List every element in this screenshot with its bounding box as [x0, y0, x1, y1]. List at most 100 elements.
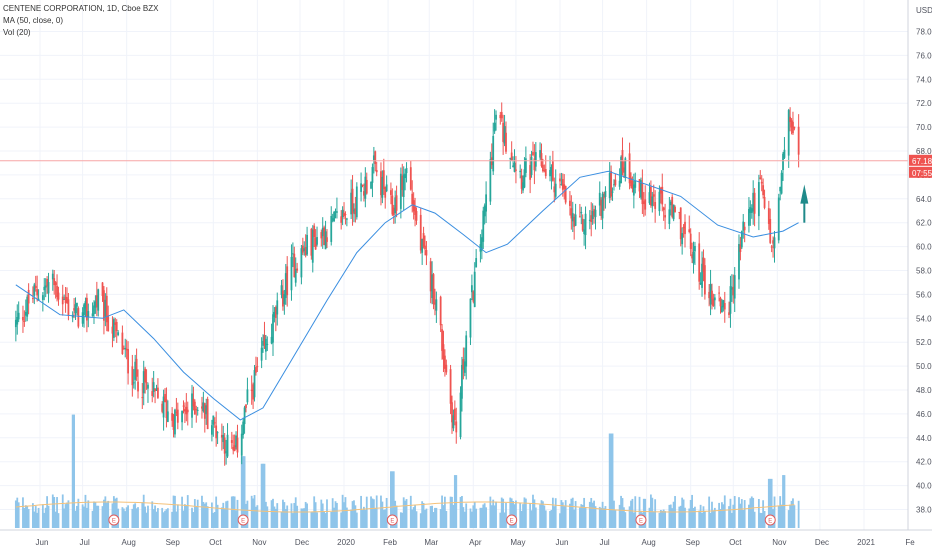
candle-body	[668, 209, 671, 224]
volume-bar	[682, 499, 685, 528]
candle-body	[351, 188, 354, 214]
volume-bar	[405, 499, 408, 528]
candle-body	[752, 192, 755, 212]
candle-body	[282, 290, 284, 307]
volume-bar	[104, 496, 107, 528]
candle-body	[472, 291, 475, 302]
volume-bar	[409, 495, 412, 528]
volume-bar	[505, 502, 507, 528]
volume-bar	[172, 495, 175, 528]
volume-bar	[739, 503, 742, 528]
volume-bar	[273, 506, 276, 528]
volume-bar	[34, 506, 37, 528]
volume-bar	[425, 508, 428, 528]
volume-bar	[182, 510, 185, 528]
candle-body	[544, 169, 547, 176]
volume-bar	[782, 475, 784, 528]
candle-body	[689, 233, 692, 249]
candle-body	[256, 366, 259, 368]
volume-bar	[492, 499, 495, 528]
candle-body	[441, 329, 443, 351]
candle-body	[105, 295, 108, 323]
candle-body	[770, 246, 773, 248]
volume-bar	[284, 509, 287, 528]
candle-body	[492, 135, 495, 172]
volume-bar	[787, 510, 790, 528]
volume-bar	[519, 502, 522, 528]
volume-bar	[355, 512, 358, 528]
volume-bar	[472, 505, 475, 528]
volume-bar	[223, 509, 226, 528]
volume-bar	[730, 512, 733, 528]
candle-body	[81, 312, 84, 324]
volume-bar	[304, 501, 307, 528]
volume-bar	[112, 496, 115, 528]
volume-bar	[83, 506, 85, 528]
candle-body	[610, 171, 613, 197]
volume-bar	[728, 506, 730, 528]
volume-bar	[702, 506, 705, 528]
earnings-marker-label: E	[639, 519, 643, 525]
candle-body	[694, 245, 696, 252]
candle-body	[649, 186, 652, 206]
volume-bar	[748, 504, 750, 528]
candle-body	[155, 388, 158, 390]
volume-bar	[286, 505, 289, 528]
volume-bar	[291, 513, 294, 528]
volume-bar	[631, 498, 634, 528]
volume-bar	[688, 508, 691, 528]
volume-bar	[520, 510, 523, 528]
volume-bar	[192, 512, 195, 528]
volume-bar	[87, 500, 90, 528]
volume-bar	[797, 500, 800, 528]
volume-bar	[564, 500, 567, 528]
candle-body	[773, 237, 776, 249]
volume-bar	[711, 501, 713, 528]
candle-body	[661, 186, 664, 205]
volume-bar	[31, 503, 34, 528]
volume-bar	[316, 512, 318, 528]
volume-bar	[344, 497, 347, 528]
volume-bar	[763, 511, 766, 528]
candle-body	[753, 192, 756, 214]
earnings-marker	[635, 514, 647, 526]
candle-body	[276, 300, 279, 315]
volume-bar	[195, 506, 198, 528]
volume-bar	[260, 463, 263, 528]
volume-bar	[141, 502, 144, 528]
volume-bar	[51, 494, 54, 528]
time-tick-label: Fe	[905, 538, 915, 547]
volume-bar	[293, 502, 296, 528]
volume-bar	[543, 505, 546, 528]
candle-body	[334, 211, 337, 213]
candle-body	[782, 153, 784, 171]
volume-bar	[215, 496, 218, 528]
candle-body	[95, 295, 98, 308]
candle-body	[712, 298, 715, 306]
volume-bar	[253, 495, 256, 528]
price-tick-label: 42.00	[916, 458, 932, 467]
volume-bar	[401, 512, 404, 528]
candle-body	[634, 180, 637, 188]
candle-body	[739, 244, 742, 253]
time-tick-label: Dec	[815, 538, 829, 547]
candle-body	[97, 289, 100, 311]
volume-bar	[266, 506, 269, 528]
candle-body	[520, 175, 523, 189]
volume-bar	[591, 502, 594, 528]
volume-bar	[749, 498, 752, 528]
volume-bar	[759, 512, 762, 528]
candle-body	[574, 214, 577, 226]
price-tick-label: 56.00	[916, 290, 932, 299]
candle-body	[783, 149, 786, 158]
volume-bar	[61, 494, 64, 528]
volume-bar	[246, 500, 249, 528]
volume-bar	[503, 512, 506, 528]
volume-bar	[125, 507, 128, 528]
volume-bar	[628, 506, 631, 528]
volume-bar	[542, 501, 544, 528]
volume-bar	[103, 499, 105, 528]
candle-body	[333, 211, 335, 222]
